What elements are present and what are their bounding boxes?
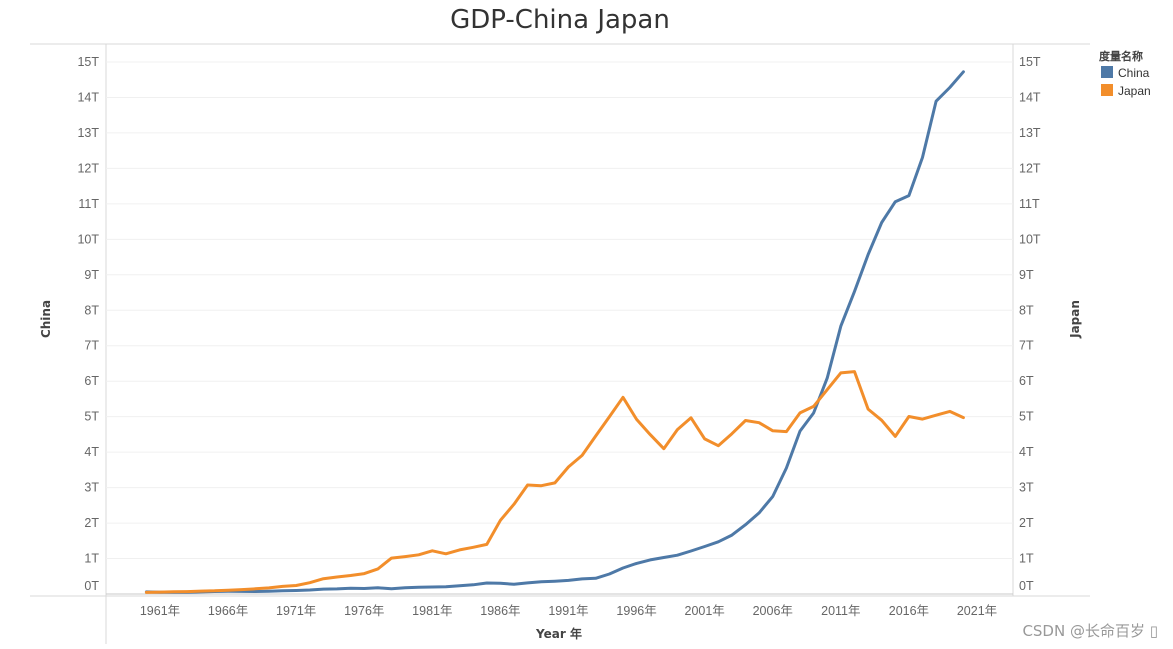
y-left-tick-label: 15T	[77, 55, 99, 69]
y-left-tick-label: 0T	[84, 579, 99, 593]
y-right-tick-label: 9T	[1019, 268, 1034, 282]
x-tick-label: 1986年	[480, 604, 520, 618]
y-left-tick-label: 3T	[84, 481, 99, 495]
y-right-tick-label: 7T	[1019, 339, 1034, 353]
chart-title: GDP-China Japan	[450, 5, 670, 35]
y-right-tick-label: 4T	[1019, 445, 1034, 459]
y-axis-label-left: China	[39, 300, 53, 338]
y-right-tick-label: 6T	[1019, 374, 1034, 388]
y-right-tick-label: 15T	[1019, 55, 1041, 69]
y-right-tick-label: 12T	[1019, 161, 1041, 175]
y-left-tick-label: 4T	[84, 445, 99, 459]
x-tick-label: 1971年	[276, 604, 316, 618]
y-right-tick-label: 2T	[1019, 516, 1034, 530]
legend: 度量名称 China Japan	[1099, 49, 1151, 98]
x-tick-label: 2016年	[889, 604, 929, 618]
x-tick-label: 2006年	[753, 604, 793, 618]
y-right-tick-label: 14T	[1019, 90, 1041, 104]
legend-swatch-china	[1101, 66, 1113, 78]
x-tick-label: 1996年	[616, 604, 656, 618]
y-right-tick-label: 5T	[1019, 410, 1034, 424]
y-left-tick-label: 1T	[84, 552, 99, 566]
y-left-tick-label: 11T	[78, 197, 99, 211]
y-axis-label-right: Japan	[1068, 300, 1082, 339]
y-right-tick-label: 1T	[1019, 552, 1034, 566]
x-axis-ticks: 1961年 1966年 1971年 1976年 1981年 1986年 1991年 1996年…	[140, 604, 997, 618]
y-left-tick-label: 5T	[84, 410, 99, 424]
legend-label-china: China	[1118, 66, 1150, 80]
y-right-tick-label: 10T	[1019, 232, 1041, 246]
y-right-tick-label: 13T	[1019, 126, 1041, 140]
x-tick-label: 1966年	[208, 604, 248, 618]
y-left-tick-label: 14T	[77, 90, 99, 104]
y-right-tick-label: 8T	[1019, 303, 1034, 317]
x-axis-label: Year 年	[535, 626, 582, 641]
legend-title: 度量名称	[1099, 49, 1143, 63]
y-left-tick-label: 13T	[77, 126, 99, 140]
left-y-axis-ticks: 0T 1T 2T 3T 4T 5T 6T 7T 8T 9T 10T 11T 12T 13T 14T 15T	[77, 55, 99, 593]
x-tick-label: 2001年	[685, 604, 725, 618]
x-tick-label: 1991年	[548, 604, 588, 618]
legend-label-japan: Japan	[1118, 84, 1151, 98]
series-line-china	[144, 70, 965, 594]
y-left-tick-label: 6T	[84, 374, 99, 388]
y-left-tick-label: 9T	[84, 268, 99, 282]
y-left-tick-label: 8T	[84, 303, 99, 317]
x-tick-label: 1976年	[344, 604, 384, 618]
y-left-tick-label: 12T	[77, 161, 99, 175]
y-right-tick-label: 0T	[1019, 579, 1034, 593]
y-left-tick-label: 7T	[84, 339, 99, 353]
y-left-tick-label: 2T	[84, 516, 99, 530]
y-right-tick-label: 11T	[1019, 197, 1040, 211]
x-tick-label: 2011年	[821, 604, 860, 618]
x-tick-label: 2021年	[957, 604, 997, 618]
watermark: CSDN @长命百岁 ▯	[1022, 622, 1158, 640]
series-line-japan	[144, 370, 965, 594]
series-lines	[144, 70, 965, 594]
gridlines	[106, 61, 1013, 595]
x-tick-label: 1961年	[140, 604, 180, 618]
y-left-tick-label: 10T	[77, 232, 99, 246]
right-y-axis-ticks: 0T 1T 2T 3T 4T 5T 6T 7T 8T 9T 10T 11T 12T 13T 14T 15T	[1019, 55, 1041, 593]
x-tick-label: 1981年	[412, 604, 452, 618]
legend-swatch-japan	[1101, 84, 1113, 96]
y-right-tick-label: 3T	[1019, 481, 1034, 495]
